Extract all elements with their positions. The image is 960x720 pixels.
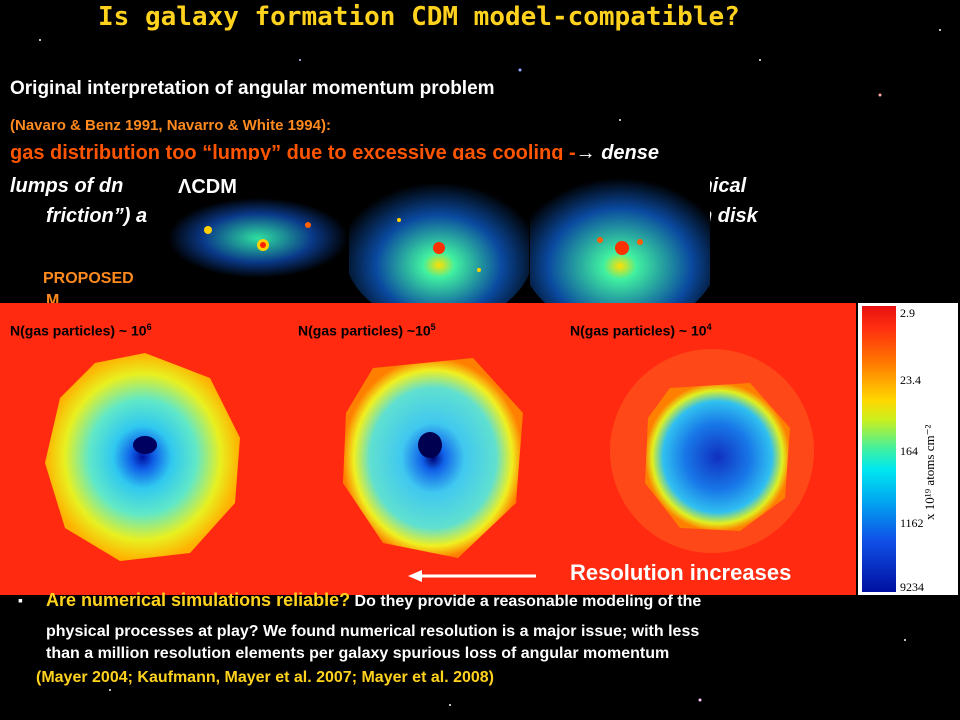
section-heading: Original interpretation of angular momen… — [10, 78, 495, 99]
cdm-panel-3 — [530, 160, 710, 305]
sim-label-1e4: N(gas particles) ~ 104 — [570, 322, 712, 339]
text-line-3-right: n disk — [700, 205, 758, 227]
slide-title: Is galaxy formation CDM model-compatible… — [98, 2, 740, 32]
resolution-increases-label: Resolution increases — [570, 560, 792, 585]
colorbar-gradient — [862, 306, 896, 592]
colorbar-tick-2: 164 — [900, 444, 918, 458]
bullet-line-1-rest: Do they provide a reasonable modeling of… — [350, 593, 702, 610]
bullet-marker: ▪ — [18, 592, 23, 608]
text-line-2-left: lumps of dn — [10, 175, 124, 197]
sim-panel-1e6 — [0, 303, 288, 595]
bullet-line-1: Are numerical simulations reliable? Do t… — [46, 590, 701, 611]
colorbar-tick-3: 1162 — [900, 516, 924, 530]
text-line-3-left: friction”) a — [46, 205, 148, 227]
colorbar-tick-1: 23.4 — [900, 373, 921, 387]
lcdm-label: ΛCDM — [178, 176, 237, 198]
text-line-1: gas distribution too “lumpy” due to exce… — [10, 142, 659, 165]
sim-panel-1e4 — [570, 303, 856, 595]
sim-label-1e5: N(gas particles) ~105 — [298, 322, 436, 339]
cdm-panel-1 — [168, 160, 348, 305]
sim-label-1e6: N(gas particles) ~ 106 — [10, 322, 152, 339]
line1-orange-text: gas distribution too “lumpy” due to exce… — [10, 142, 576, 164]
arrow-icon: → — [575, 142, 596, 164]
colorbar-units: x 10¹⁹ atoms cm⁻² — [922, 424, 937, 520]
colorbar-tick-0: 2.9 — [900, 306, 915, 320]
colorbar-tick-4: 9234 — [900, 580, 924, 594]
proposed-fragment: PROPOSED — [43, 270, 134, 287]
left-arrow-icon — [408, 570, 536, 582]
line1-white-text: dense — [595, 142, 660, 164]
sim-panel-1e5 — [288, 303, 570, 595]
cdm-panel-2 — [349, 160, 529, 305]
citation-bottom: (Mayer 2004; Kaufmann, Mayer et al. 2007… — [36, 669, 494, 686]
bullet-line-2: physical processes at play? We found num… — [46, 623, 700, 640]
citation-top: (Navaro & Benz 1991, Navarro & White 199… — [10, 117, 331, 134]
bullet-question: Are numerical simulations reliable? — [46, 590, 351, 610]
bullet-line-3: than a million resolution elements per g… — [46, 645, 670, 662]
